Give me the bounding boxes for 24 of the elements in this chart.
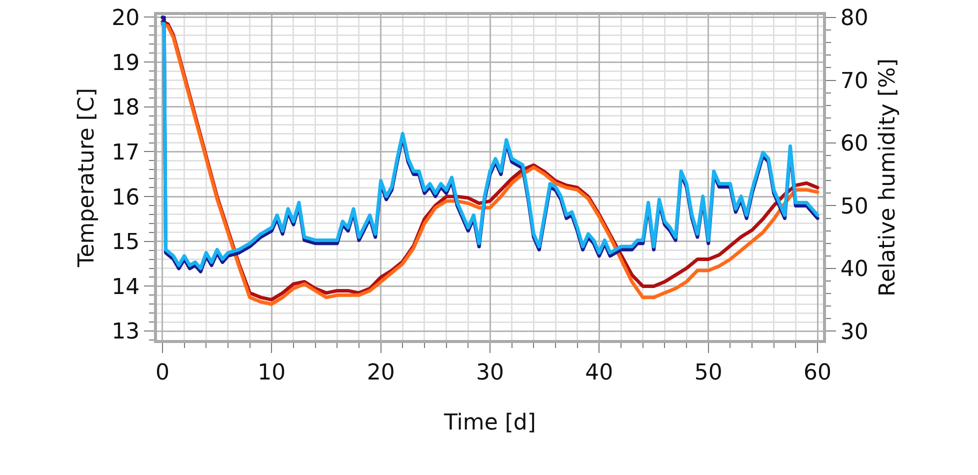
y-tick-label: 17 [112,140,140,166]
y-tick-label: 16 [112,185,140,210]
y-tick-label: 20 [112,6,140,31]
y-tick-label: 14 [112,274,140,300]
y2-tick-label: 40 [840,257,868,282]
y-tick-label: 19 [112,50,140,76]
y-tick-label: 13 [112,320,140,345]
x-axis-title: Time [d] [443,410,536,436]
y2-axis-title: Relative humidity [%] [875,58,900,296]
x-tick-label: 60 [804,360,832,386]
y2-tick-label: 50 [840,194,868,220]
y-tick-label: 15 [112,230,140,256]
x-tick-label: 30 [476,360,504,386]
y2-tick-label: 60 [840,132,868,157]
y2-tick-label: 30 [840,320,868,345]
x-tick-label: 10 [258,360,286,386]
y2-tick-label: 70 [840,68,868,94]
y2-tick-label: 80 [840,6,868,32]
x-tick-label: 0 [155,360,170,386]
x-tick-label: 50 [694,360,722,386]
y-axis-title: Temperature [C] [74,88,100,268]
x-tick-label: 40 [585,360,614,386]
y-tick-label: 18 [112,96,140,121]
x-tick-label: 20 [366,360,395,386]
